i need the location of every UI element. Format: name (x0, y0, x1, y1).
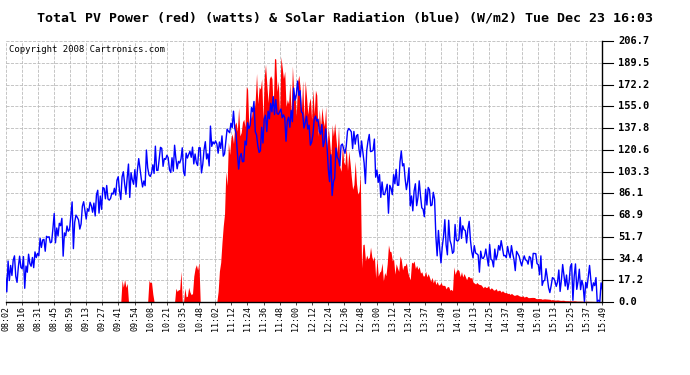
Text: 68.9: 68.9 (618, 210, 643, 220)
Text: 103.3: 103.3 (618, 166, 649, 177)
Text: 189.5: 189.5 (618, 58, 649, 68)
Text: 34.4: 34.4 (618, 254, 643, 264)
Text: 120.6: 120.6 (618, 145, 649, 155)
Text: 86.1: 86.1 (618, 188, 643, 198)
Text: Copyright 2008 Cartronics.com: Copyright 2008 Cartronics.com (8, 45, 164, 54)
Text: 137.8: 137.8 (618, 123, 649, 133)
Text: 51.7: 51.7 (618, 232, 643, 242)
Text: 155.0: 155.0 (618, 102, 649, 111)
Text: 0.0: 0.0 (618, 297, 637, 307)
Text: 206.7: 206.7 (618, 36, 649, 46)
Text: 172.2: 172.2 (618, 80, 649, 90)
Text: Total PV Power (red) (watts) & Solar Radiation (blue) (W/m2) Tue Dec 23 16:03: Total PV Power (red) (watts) & Solar Rad… (37, 11, 653, 24)
Text: 17.2: 17.2 (618, 275, 643, 285)
